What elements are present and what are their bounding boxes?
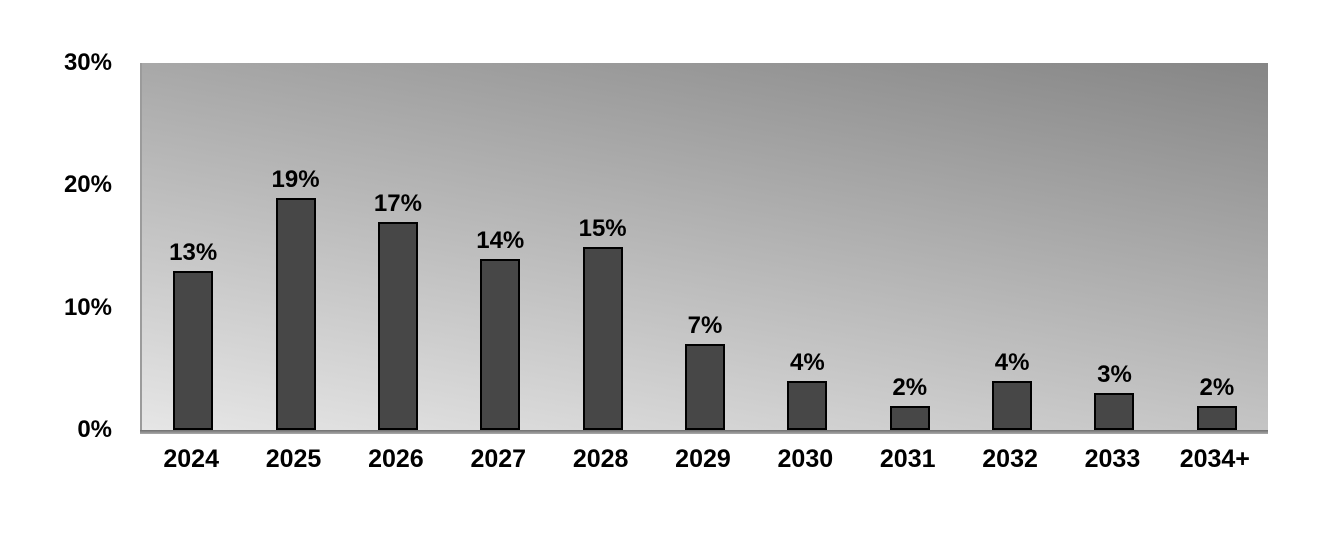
x-tick-label: 2027: [470, 445, 527, 473]
bar-2024: [173, 270, 214, 430]
x-tick-label: 2029: [675, 445, 731, 473]
y-tick-label: 20%: [63, 171, 112, 199]
x-tick-label: 2034+: [1179, 445, 1250, 473]
bar-2027: [480, 258, 521, 430]
y-tick-label: 10%: [63, 293, 112, 321]
bar-value-label: 4%: [790, 349, 825, 377]
x-axis-line: [140, 430, 1268, 434]
bar-value-label: 2%: [892, 373, 928, 401]
x-tick-label: 2033: [1084, 445, 1141, 473]
bar-value-label: 13%: [169, 238, 218, 266]
bar-2026: [377, 222, 418, 430]
bar-value-label: 7%: [687, 312, 723, 340]
plot-area: 13% 19% 17% 14% 15% 7% 4% 2% 4% 3% 2%: [140, 63, 1268, 434]
bar-value-label: 15%: [578, 214, 627, 242]
bar-2034+: [1196, 405, 1237, 430]
bar-value-label: 2%: [1199, 373, 1235, 401]
bar-2030: [787, 381, 828, 430]
x-tick-label: 2032: [982, 445, 1038, 473]
bar-value-label: 17%: [373, 190, 422, 218]
y-tick-label: 0%: [77, 416, 112, 443]
bar-2031: [889, 405, 930, 430]
x-tick-label: 2028: [572, 445, 629, 473]
x-tick-label: 2030: [777, 445, 834, 473]
y-tick-label: 30%: [63, 49, 112, 76]
bar-2028: [582, 246, 623, 430]
bar-2032: [992, 381, 1033, 430]
x-tick-label: 2024: [163, 445, 219, 473]
bar-2029: [685, 344, 725, 430]
x-tick-label: 2031: [879, 445, 936, 473]
bar-2033: [1094, 393, 1135, 430]
bar-value-label: 3%: [1097, 361, 1132, 389]
bar-value-label: 19%: [271, 165, 320, 193]
x-tick-label: 2025: [265, 445, 322, 473]
x-tick-label: 2026: [368, 445, 424, 473]
bar-2025: [275, 197, 316, 430]
bar-value-label: 4%: [994, 349, 1030, 377]
bar-value-label: 14%: [476, 226, 525, 254]
